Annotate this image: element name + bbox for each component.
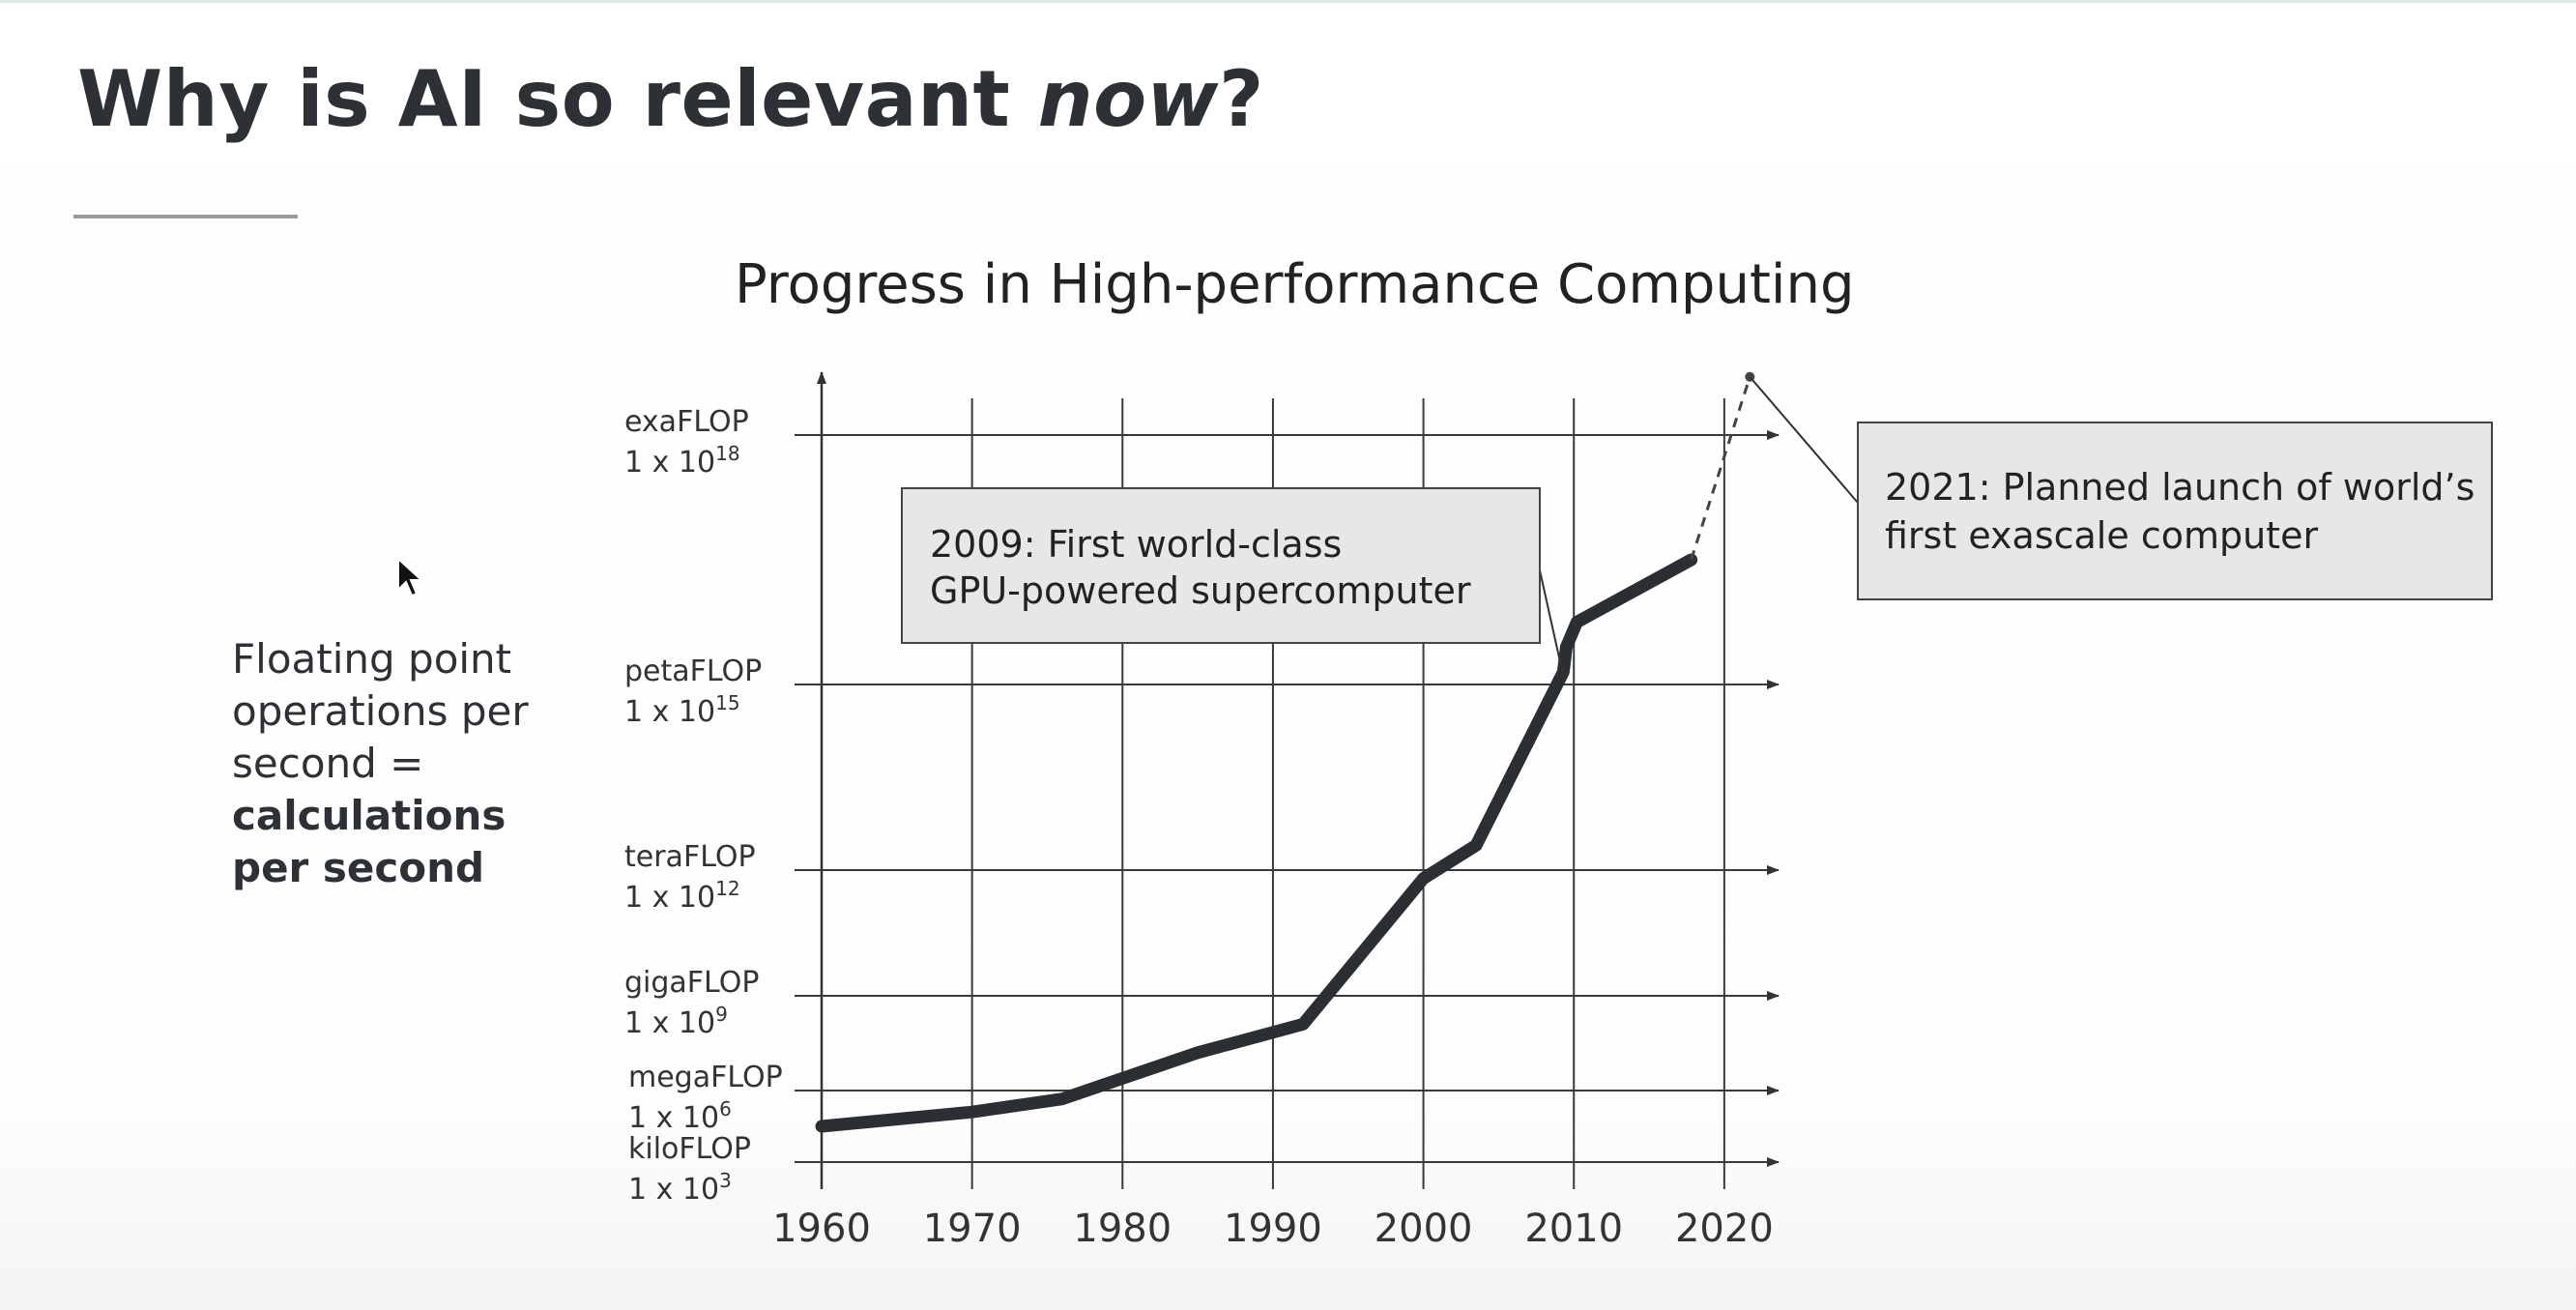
y-level-name-megaFLOP: megaFLOP — [628, 1061, 783, 1094]
y-level-exponent: 9 — [715, 1003, 728, 1026]
y-level-name-petaFLOP: petaFLOP — [624, 655, 762, 688]
y-level-name-exaFLOP: exaFLOP — [624, 405, 749, 439]
projection-line — [1690, 376, 1751, 561]
x-tick-label-1970: 1970 — [923, 1207, 1022, 1251]
x-tick-label-2000: 2000 — [1375, 1207, 1473, 1251]
y-level-sci-gigaFLOP: 1 x 109 — [624, 1003, 728, 1040]
slide-title: Why is AI so relevant now? — [77, 54, 1264, 144]
y-level-exponent: 18 — [715, 442, 739, 465]
x-tick-label-2010: 2010 — [1524, 1207, 1623, 1251]
y-level-exponent: 15 — [715, 691, 739, 714]
y-level-exponent: 12 — [715, 877, 739, 900]
side-note-bold-2: per second — [232, 844, 485, 891]
side-note-line-2: operations per — [232, 687, 529, 735]
side-note: Floating point operations per second = c… — [232, 633, 619, 894]
mouse-cursor-icon — [397, 557, 423, 597]
series-line-0 — [815, 553, 1698, 1133]
y-level-sci-exaFLOP: 1 x 1018 — [624, 442, 740, 480]
side-note-line-1: Floating point — [232, 635, 512, 683]
top-border — [0, 0, 2576, 3]
chart-title: Progress in High-performance Computing — [735, 253, 1855, 316]
y-level-sci-megaFLOP: 1 x 106 — [628, 1097, 732, 1135]
x-tick-label-1980: 1980 — [1073, 1207, 1172, 1251]
y-level-exponent: 3 — [719, 1169, 732, 1192]
annotation-leader-0 — [1539, 569, 1565, 677]
y-level-sci-kiloFLOP: 1 x 103 — [628, 1169, 732, 1207]
x-tick-label-2020: 2020 — [1675, 1207, 1774, 1251]
annotation-text-0-line-2: GPU-powered supercomputer — [930, 569, 1471, 612]
annotation-box-0 — [901, 487, 1541, 644]
side-note-bold-1: calculations — [232, 792, 507, 839]
annotation-text-1-line-1: 2021: Planned launch of world’s — [1885, 466, 2475, 509]
y-level-name-gigaFLOP: gigaFLOP — [624, 966, 759, 1000]
annotation-box-1 — [1857, 422, 2493, 600]
y-level-exponent: 6 — [719, 1097, 732, 1121]
x-tick-label-1990: 1990 — [1224, 1207, 1322, 1251]
y-level-name-teraFLOP: teraFLOP — [624, 840, 756, 874]
title-underline — [73, 215, 298, 218]
y-level-name-kiloFLOP: kiloFLOP — [628, 1132, 751, 1166]
annotation-leader-1 — [1749, 376, 1859, 504]
y-level-sci-teraFLOP: 1 x 1012 — [624, 877, 740, 915]
title-emphasis: now — [1037, 54, 1219, 144]
y-level-sci-petaFLOP: 1 x 1015 — [624, 691, 740, 729]
annotation-text-0-line-1: 2009: First world-class — [930, 523, 1342, 566]
annotation-text-1-line-2: first exascale computer — [1885, 514, 2318, 557]
x-tick-label-1960: 1960 — [772, 1207, 871, 1251]
side-note-line-3: second = — [232, 740, 424, 787]
